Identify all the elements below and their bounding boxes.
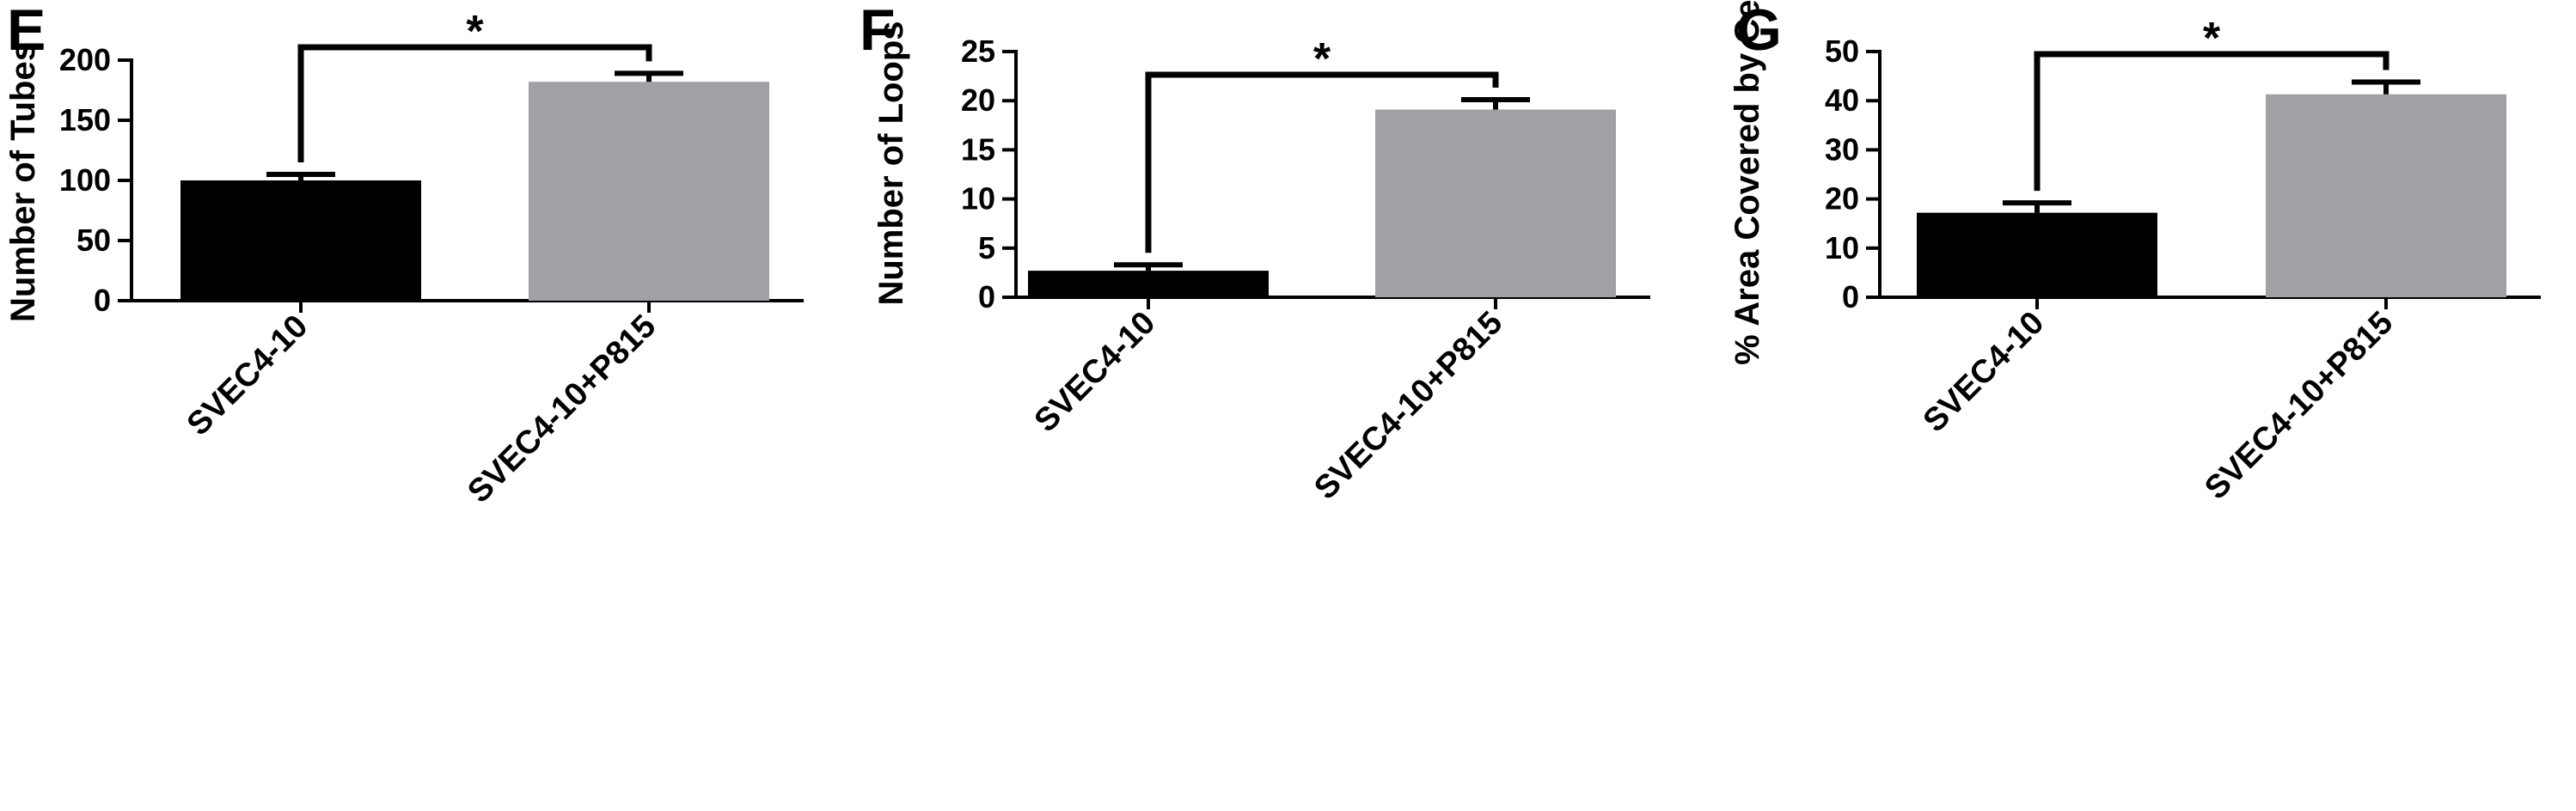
y-tick-label: 50 <box>1825 34 1859 69</box>
category-label: SVEC4-10+P815 <box>2198 305 2400 507</box>
panel-letter: G <box>1736 0 1782 63</box>
y-tick-label: 10 <box>1825 230 1859 265</box>
category-label: SVEC4-10 <box>1917 305 2052 440</box>
y-tick-label: 30 <box>1825 131 1859 167</box>
y-axis-label: % Area Covered by Cells <box>1729 0 1766 365</box>
significance-bracket <box>1145 71 1499 253</box>
y-axis-label: Number of Loops <box>872 21 910 305</box>
y-tick-label: 50 <box>76 223 111 258</box>
significance-bracket <box>2034 51 2389 192</box>
y-tick-label: 200 <box>59 42 111 77</box>
category-label: SVEC4-10 <box>1028 305 1163 440</box>
y-tick-label: 15 <box>961 131 995 167</box>
significance-star: * <box>466 7 484 57</box>
y-axis-label: Number of Tubes <box>4 42 42 322</box>
significance-star: * <box>2203 14 2221 64</box>
bar-control <box>1028 271 1269 297</box>
significance-bracket <box>297 44 652 162</box>
bar-treated <box>2266 94 2506 297</box>
category-label: SVEC4-10+P815 <box>461 308 663 510</box>
bar-control <box>1917 212 2157 297</box>
chart-panel-g: G% Area Covered by Cells 0 10 20 30 40 50 SVEC4… <box>1729 0 2541 507</box>
bar-treated <box>529 82 769 301</box>
y-tick-label: 0 <box>94 283 111 318</box>
significance-star: * <box>1313 34 1331 84</box>
y-tick-label: 150 <box>59 102 111 137</box>
bar-treated <box>1375 109 1616 297</box>
y-tick-label: 40 <box>1825 82 1859 118</box>
y-tick-label: 5 <box>978 230 995 265</box>
y-tick-label: 0 <box>978 279 995 314</box>
bar-control <box>181 180 421 301</box>
panel-letter: E <box>7 0 46 63</box>
category-label: SVEC4-10 <box>181 308 315 443</box>
y-tick-label: 20 <box>1825 181 1859 216</box>
y-tick-label: 0 <box>1842 279 1859 314</box>
y-tick-label: 100 <box>59 162 111 198</box>
y-tick-label: 10 <box>961 181 995 216</box>
panel-letter: F <box>860 0 896 63</box>
y-tick-label: 25 <box>961 34 995 69</box>
category-label: SVEC4-10+P815 <box>1307 305 1509 507</box>
y-tick-label: 20 <box>961 82 995 118</box>
